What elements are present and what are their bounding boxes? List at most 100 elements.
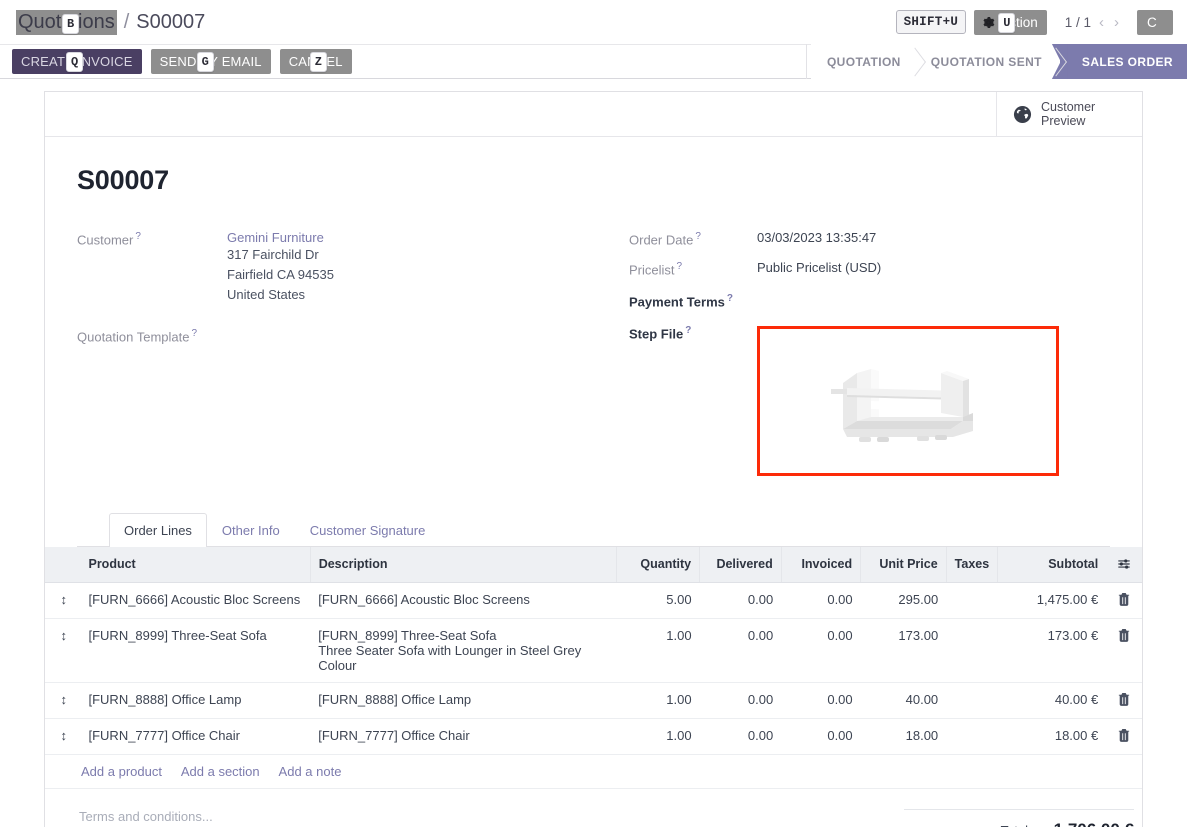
field-pricelist: Pricelist? Public Pricelist (USD) [629, 260, 1110, 277]
cell-taxes[interactable] [946, 718, 998, 755]
step-file-3d-preview-icon [813, 351, 1003, 451]
create-invoice-button[interactable]: CREATE INVOICE Q [12, 49, 142, 74]
add-a-section-link[interactable]: Add a section [180, 763, 260, 779]
column-product[interactable]: Product [80, 546, 311, 583]
sheet-body: S00007 Customer? Gemini Furniture 317 Fa… [45, 137, 1142, 547]
cell-product[interactable]: [FURN_6666] Acoustic Bloc Screens [80, 582, 311, 619]
cell-unit-price[interactable]: 40.00 [860, 682, 947, 719]
help-marker-icon[interactable]: ? [676, 261, 683, 273]
status-stage-sales-order[interactable]: SALES ORDER [1059, 44, 1187, 79]
help-marker-icon[interactable]: ? [726, 292, 733, 304]
cell-quantity[interactable]: 1.00 [616, 618, 700, 683]
status-stage-quotation-sent[interactable]: QUOTATION SENT [914, 44, 1056, 79]
column-invoiced[interactable]: Invoiced [781, 546, 862, 583]
cell-delivered[interactable]: 0.00 [699, 718, 782, 755]
column-delivered[interactable]: Delivered [699, 546, 782, 583]
cell-quantity[interactable]: 1.00 [616, 682, 700, 719]
tab-order-lines[interactable]: Order Lines [109, 512, 207, 547]
form-sheet: Customer Preview S00007 Customer? Gemini… [44, 91, 1143, 827]
cell-taxes[interactable] [946, 682, 998, 719]
cancel-button[interactable]: CANCEL Z [279, 49, 352, 74]
add-a-note-link[interactable]: Add a note [278, 763, 342, 779]
status-stage-sales-order-label: SALES ORDER [1081, 54, 1173, 69]
delete-row-button[interactable] [1106, 618, 1142, 683]
tab-customer-signature[interactable]: Customer Signature [295, 513, 441, 547]
notebook: Order Lines Other Info Customer Signatur… [77, 512, 1110, 547]
cell-description[interactable]: [FURN_7777] Office Chair [310, 718, 617, 755]
customer-preview-button[interactable]: Customer Preview [996, 92, 1142, 136]
cell-invoiced[interactable]: 0.00 [781, 582, 861, 619]
delete-row-button[interactable] [1106, 682, 1142, 719]
cell-unit-price[interactable]: 18.00 [860, 718, 947, 755]
field-customer: Customer? Gemini Furniture 317 Fairchild… [77, 230, 629, 305]
table-row[interactable]: ↕ [FURN_8999] Three-Seat Sofa [FURN_8999… [45, 618, 1142, 683]
breadcrumb-root-quotations[interactable]: Quotations B [16, 9, 117, 35]
action-menu-button[interactable]: Action U [974, 9, 1047, 35]
cell-product[interactable]: [FURN_7777] Office Chair [80, 718, 311, 755]
field-order-date-value[interactable]: 03/03/2023 13:35:47 [757, 230, 877, 245]
help-marker-icon[interactable]: ? [695, 231, 701, 242]
row-drag-handle[interactable]: ↕ [45, 582, 81, 619]
customer-link[interactable]: Gemini Furniture [227, 230, 324, 245]
column-quantity[interactable]: Quantity [616, 546, 701, 583]
send-by-email-button[interactable]: SEND BY EMAIL G [150, 49, 271, 74]
terms-and-conditions-input[interactable]: Terms and conditions... [79, 808, 213, 824]
status-stage-quotation[interactable]: QUOTATION [810, 44, 915, 79]
chevron-right-icon[interactable]: › [1114, 13, 1119, 31]
shortcut-key-badge-q: Q [66, 52, 84, 72]
field-pricelist-label: Pricelist? [629, 261, 683, 278]
help-marker-icon[interactable]: ? [685, 324, 692, 336]
total-label: Total: [1001, 823, 1032, 827]
notebook-tabs: Order Lines Other Info Customer Signatur… [77, 512, 1110, 547]
row-drag-handle[interactable]: ↕ [45, 682, 81, 719]
delete-row-button[interactable] [1106, 718, 1142, 755]
cell-invoiced[interactable]: 0.00 [781, 618, 861, 683]
row-drag-handle[interactable]: ↕ [45, 618, 81, 683]
cell-description[interactable]: [FURN_8888] Office Lamp [310, 682, 617, 719]
cell-delivered[interactable]: 0.00 [699, 682, 782, 719]
cell-quantity[interactable]: 1.00 [616, 718, 700, 755]
customer-address-line-3: United States [227, 287, 306, 302]
step-file-image-widget[interactable] [757, 325, 1059, 476]
cell-taxes[interactable] [946, 582, 998, 619]
field-payment-terms: Payment Terms? [629, 292, 1110, 309]
cell-product[interactable]: [FURN_8999] Three-Seat Sofa [80, 618, 311, 683]
field-customer-value[interactable]: Gemini Furniture 317 Fairchild Dr Fairfi… [227, 230, 334, 305]
field-step-file: Step File? [629, 324, 1110, 476]
column-unit-price[interactable]: Unit Price [860, 546, 947, 583]
column-description[interactable]: Description [310, 546, 617, 583]
cell-taxes[interactable] [946, 618, 998, 683]
chevron-left-icon[interactable]: ‹ [1099, 13, 1104, 31]
tab-other-info[interactable]: Other Info [207, 513, 295, 547]
cell-product[interactable]: [FURN_8888] Office Lamp [80, 682, 311, 719]
field-group: Customer? Gemini Furniture 317 Fairchild… [77, 230, 1110, 485]
help-marker-icon[interactable]: ? [135, 231, 141, 242]
cell-quantity[interactable]: 5.00 [616, 582, 700, 619]
cell-invoiced[interactable]: 0.00 [781, 682, 861, 719]
cell-unit-price[interactable]: 295.00 [860, 582, 947, 619]
overflow-button-clipped[interactable]: C [1137, 9, 1173, 35]
add-a-product-link[interactable]: Add a product [81, 763, 162, 779]
cell-description[interactable]: [FURN_8999] Three-Seat Sofa Three Seater… [310, 618, 617, 683]
field-pricelist-value[interactable]: Public Pricelist (USD) [757, 260, 882, 276]
help-marker-icon[interactable]: ? [191, 328, 198, 339]
table-header-row: Product Description Quantity Delivered I… [45, 546, 1142, 583]
column-subtotal[interactable]: Subtotal [997, 546, 1107, 583]
column-options[interactable] [1106, 546, 1142, 583]
cell-description[interactable]: [FURN_6666] Acoustic Bloc Screens [310, 582, 617, 619]
field-order-date-label: Order Date? [629, 231, 701, 248]
shortcut-key-badge-g: G [196, 52, 215, 72]
order-lines-body: ↕ [FURN_6666] Acoustic Bloc Screens [FUR… [45, 582, 1142, 789]
cell-delivered[interactable]: 0.00 [699, 582, 782, 619]
cell-invoiced[interactable]: 0.00 [781, 718, 861, 755]
table-row[interactable]: ↕ [FURN_6666] Acoustic Bloc Screens [FUR… [45, 582, 1142, 619]
column-taxes[interactable]: Taxes [946, 546, 999, 583]
cell-unit-price[interactable]: 173.00 [860, 618, 947, 683]
cell-delivered[interactable]: 0.00 [699, 618, 782, 683]
table-row[interactable]: ↕ [FURN_8888] Office Lamp [FURN_8888] Of… [45, 682, 1142, 719]
field-column-right: Order Date? 03/03/2023 13:35:47 Pricelis… [629, 230, 1110, 485]
table-row[interactable]: ↕ [FURN_7777] Office Chair [FURN_7777] O… [45, 718, 1142, 755]
row-drag-handle[interactable]: ↕ [45, 718, 81, 755]
delete-row-button[interactable] [1106, 582, 1142, 619]
action-button-row: CREATE INVOICE Q SEND BY EMAIL G CANCEL … [0, 44, 1187, 79]
